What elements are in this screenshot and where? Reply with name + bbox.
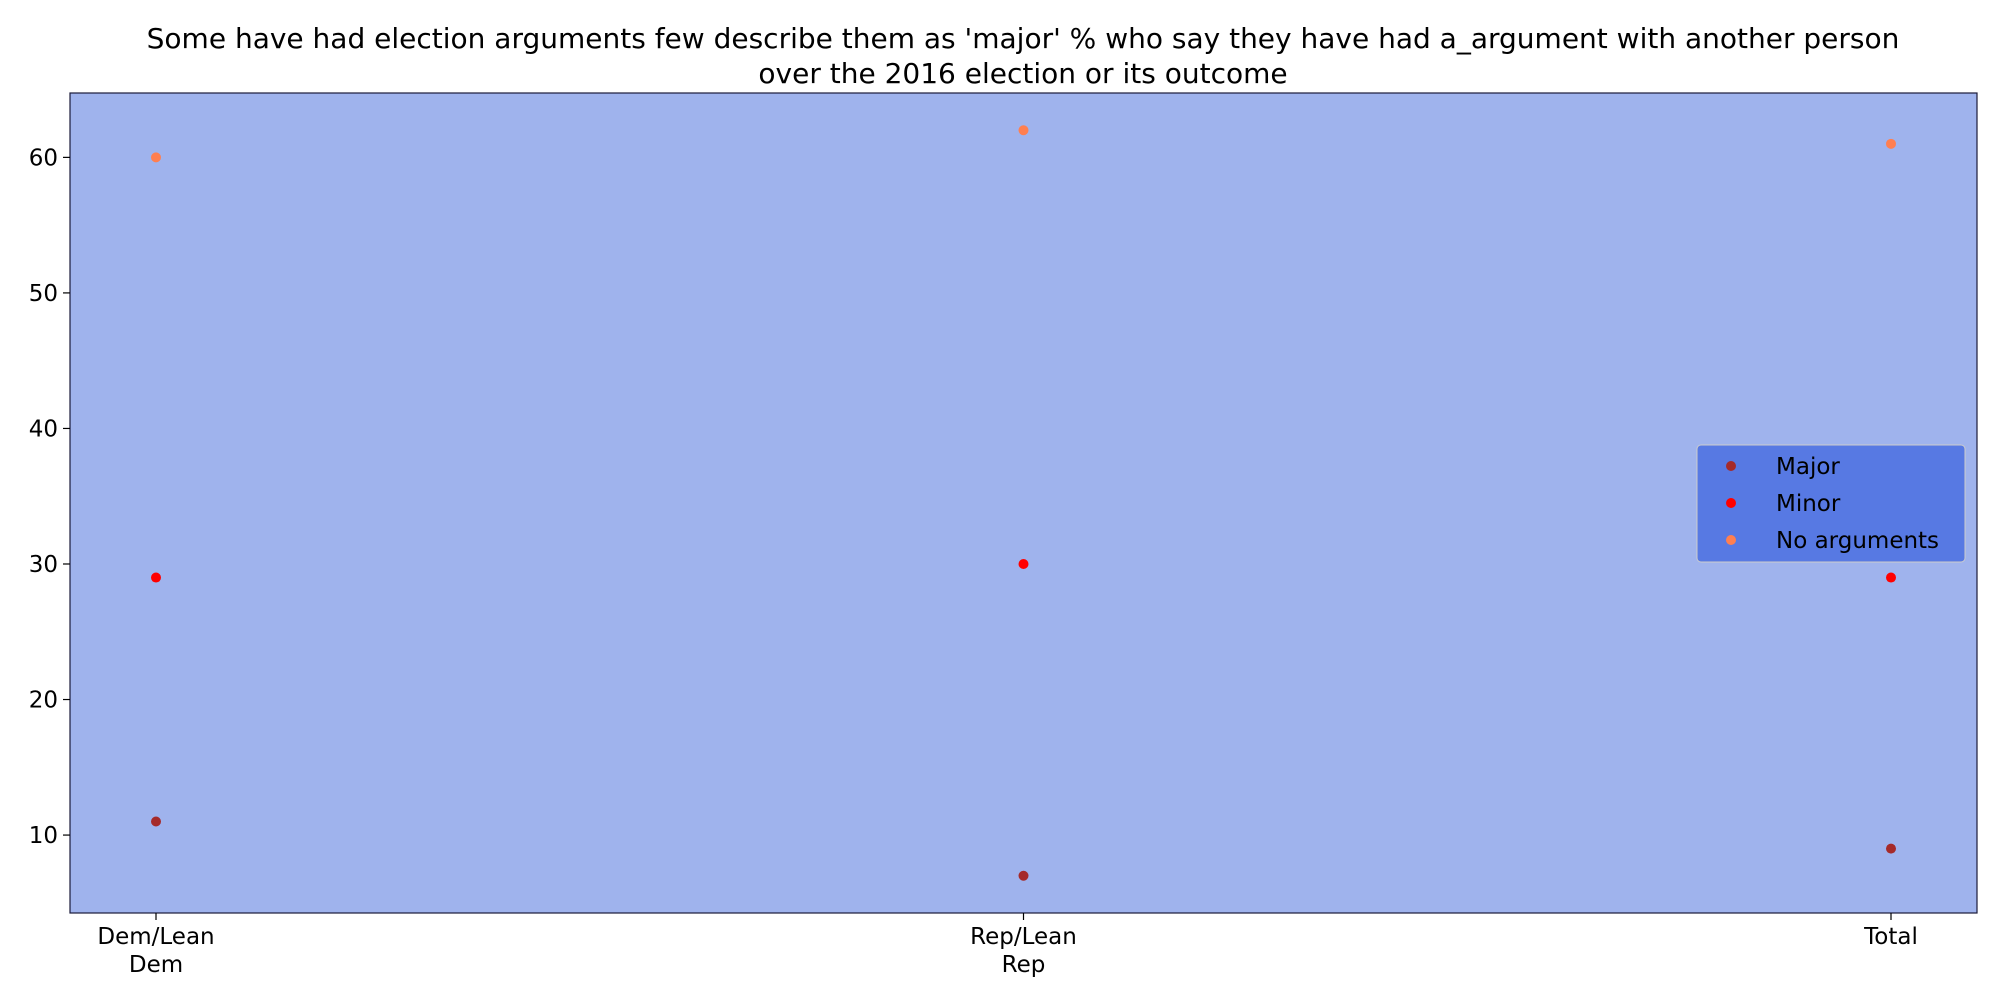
- y-tick-label: 20: [29, 688, 58, 714]
- y-tick-label: 30: [29, 552, 58, 578]
- chart-title: Some have had election arguments few des…: [147, 22, 1900, 90]
- data-point-minor: [1018, 558, 1029, 569]
- data-point-no-arguments: [1886, 138, 1896, 149]
- y-tick-label: 60: [29, 145, 58, 171]
- data-points: [151, 125, 1896, 881]
- legend-marker: [1726, 498, 1736, 508]
- legend-label: Major: [1776, 454, 1840, 480]
- y-tick-label: 50: [29, 281, 58, 307]
- data-point-major: [1018, 870, 1029, 881]
- y-tick-label: 10: [29, 823, 58, 849]
- data-point-no-arguments: [151, 152, 161, 163]
- chart-title-line-2: over the 2016 election or its outcome: [758, 57, 1287, 90]
- x-tick-label: Dem/Lean: [97, 924, 214, 950]
- legend-label: No arguments: [1776, 528, 1939, 554]
- x-tick-label: Rep: [1002, 952, 1046, 978]
- data-point-minor: [1886, 572, 1896, 583]
- x-tick-label: Total: [1863, 924, 1918, 950]
- legend-marker: [1726, 461, 1736, 471]
- plot-area: [69, 92, 1978, 914]
- legend-marker: [1726, 535, 1736, 545]
- y-axis: 10 20 30 40 50 60: [29, 145, 70, 849]
- legend-label: Minor: [1776, 491, 1841, 517]
- data-point-major: [151, 816, 161, 827]
- x-tick-label: Rep/Lean: [970, 924, 1077, 950]
- legend: Major Minor No arguments: [1696, 444, 1966, 563]
- data-point-minor: [151, 572, 161, 583]
- x-tick-label: Dem: [129, 952, 183, 978]
- data-point-no-arguments: [1018, 125, 1029, 136]
- legend-box: [1696, 444, 1966, 563]
- data-point-major: [1886, 843, 1896, 854]
- chart-title-line-1: Some have had election arguments few des…: [147, 22, 1900, 55]
- y-tick-label: 40: [29, 416, 58, 442]
